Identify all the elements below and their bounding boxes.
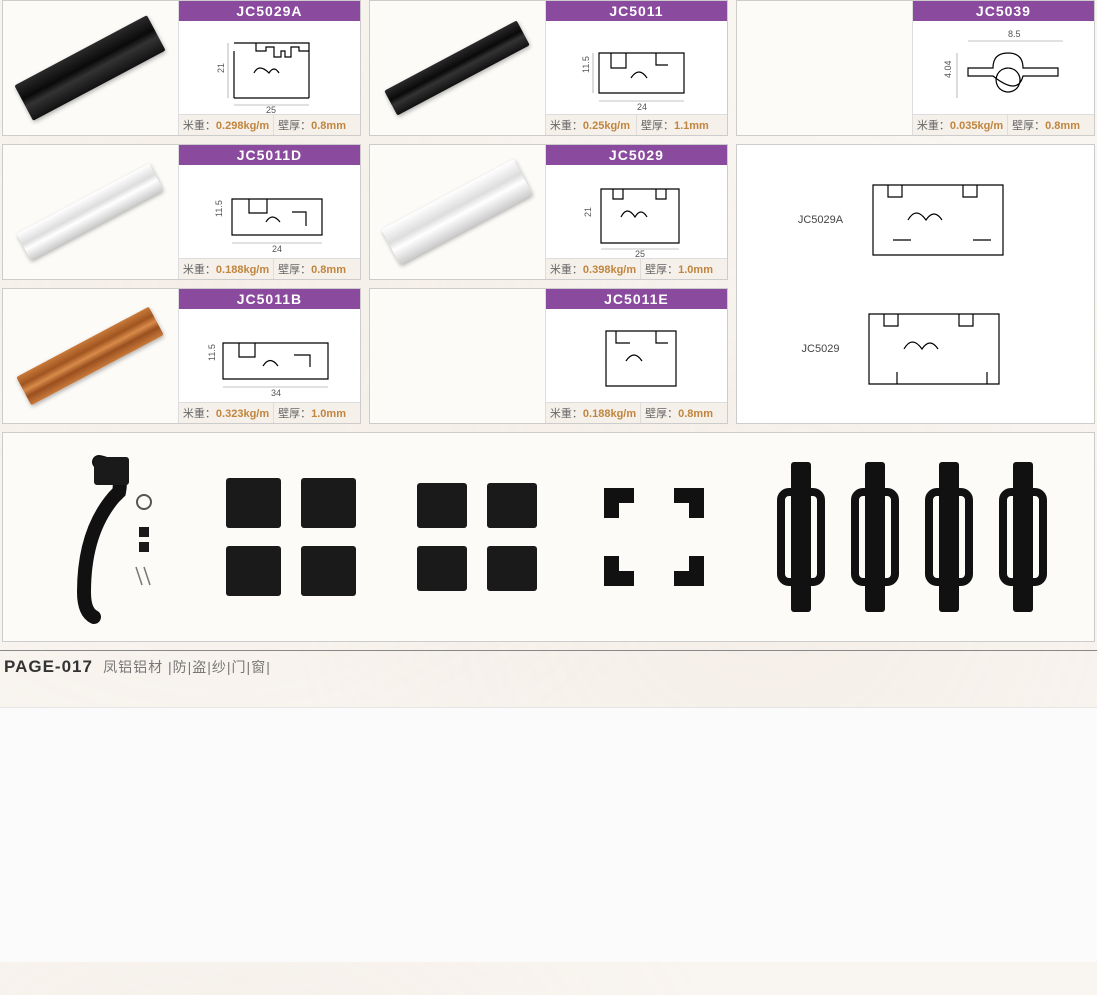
cross-section-diagram: 11.5 24 xyxy=(546,21,727,114)
product-card: JC5029A 21 25 米重：0.298kg/m 壁厚：0.8mm xyxy=(2,0,361,136)
product-code: JC5011E xyxy=(546,289,727,309)
product-card: JC5011 11.5 24 米重：0.25kg/m 壁厚：1.1mm xyxy=(369,0,728,136)
accessory-latch-plates xyxy=(771,452,1053,622)
product-code: JC5011D xyxy=(179,145,360,165)
svg-text:25: 25 xyxy=(635,249,645,257)
page-subtitle: 凤铝铝材 |防|盗|纱|门|窗| xyxy=(103,659,271,675)
svg-text:8.5: 8.5 xyxy=(1008,29,1021,39)
product-photo xyxy=(3,289,178,423)
svg-text:34: 34 xyxy=(271,388,281,398)
catalog-page: JC5029A 21 25 米重：0.298kg/m 壁厚：0.8mm xyxy=(0,0,1097,962)
accessory-flat-squares xyxy=(417,483,537,591)
cross-section-diagram: 21 25 xyxy=(179,21,360,114)
dim-width: 25 xyxy=(266,105,276,113)
product-photo xyxy=(3,145,178,279)
product-spec: JC5029A 21 25 米重：0.298kg/m 壁厚：0.8mm xyxy=(178,1,360,135)
assembly-bottom: JC5029 xyxy=(802,299,1030,399)
product-code: JC5011B xyxy=(179,289,360,309)
product-photo xyxy=(737,1,912,135)
product-card: JC5011E 米重：0.188kg/m 壁厚：0.8mm xyxy=(369,288,728,424)
product-card: JC5011B 11.5 34 米重：0.323kg/m 壁厚：1.0mm xyxy=(2,288,361,424)
assembly-top: JC5029A xyxy=(798,170,1033,270)
product-code: JC5029A xyxy=(179,1,360,21)
cross-section-diagram: 11.5 24 xyxy=(179,165,360,258)
accessory-corner-blocks xyxy=(226,478,356,596)
product-code: JC5039 xyxy=(913,1,1094,21)
svg-text:11.5: 11.5 xyxy=(214,200,224,217)
svg-text:11.5: 11.5 xyxy=(581,56,591,73)
product-metrics: 米重：0.298kg/m 壁厚：0.8mm xyxy=(179,114,360,135)
svg-text:24: 24 xyxy=(637,102,647,112)
product-photo xyxy=(370,1,545,135)
svg-text:24: 24 xyxy=(272,244,282,254)
product-card: JC5039 8.5 4.04 米重：0.035kg/m 壁厚：0.8mm xyxy=(736,0,1095,136)
product-photo xyxy=(3,1,178,135)
assembly-label: JC5029 xyxy=(802,343,840,355)
blank-area xyxy=(0,707,1097,962)
assembly-card: JC5029A JC5029 xyxy=(736,144,1095,424)
product-card: JC5029 21 25 米重：0.398kg/m 壁厚：1.0mm xyxy=(369,144,728,280)
cross-section-diagram: 21 25 xyxy=(546,165,727,258)
dim-height: 21 xyxy=(216,62,226,72)
assembly-label: JC5029A xyxy=(798,214,843,226)
product-photo xyxy=(370,145,545,279)
page-number: PAGE-017 xyxy=(4,657,93,676)
accessory-l-brackets xyxy=(599,483,709,591)
cross-section-diagram: 8.5 4.04 xyxy=(913,21,1094,114)
product-card: JC5011D 11.5 24 米重：0.188kg/m 壁厚：0.8mm xyxy=(2,144,361,280)
page-footer: PAGE-017 凤铝铝材 |防|盗|纱|门|窗| xyxy=(0,650,1097,707)
svg-text:21: 21 xyxy=(583,206,593,216)
cross-section-diagram xyxy=(546,309,727,402)
product-code: JC5011 xyxy=(546,1,727,21)
accessory-handle xyxy=(44,447,164,627)
product-code: JC5029 xyxy=(546,145,727,165)
product-photo xyxy=(370,289,545,423)
svg-text:11.5: 11.5 xyxy=(207,344,217,361)
svg-text:4.04: 4.04 xyxy=(943,60,953,78)
product-grid: JC5029A 21 25 米重：0.298kg/m 壁厚：0.8mm xyxy=(0,0,1097,424)
cross-section-diagram: 11.5 34 xyxy=(179,309,360,402)
accessories-row xyxy=(2,432,1095,642)
